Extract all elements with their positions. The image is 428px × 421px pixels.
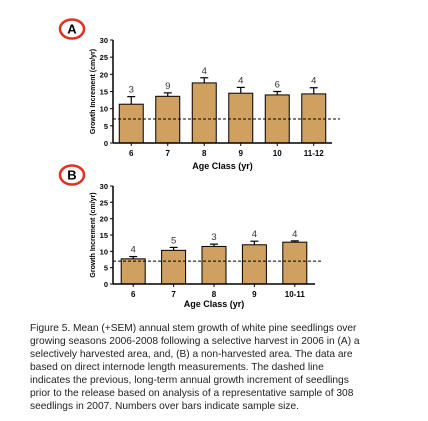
sample-size-label: 3 — [129, 85, 134, 96]
caption-line: Figure 5. Mean (+SEM) annual stem growth… — [30, 323, 357, 334]
panel-label: A — [67, 22, 77, 37]
y-tick-label: 15 — [100, 231, 108, 240]
sample-size-label: 4 — [238, 75, 243, 86]
y-tick-label: 30 — [100, 36, 108, 45]
x-axis-label: Age Class (yr) — [184, 299, 245, 309]
x-tick-label: 6 — [131, 290, 136, 299]
x-tick-label: 7 — [166, 149, 171, 158]
sample-size-label: 3 — [211, 232, 216, 243]
y-axis-label: Growth Increment (cm/yr) — [90, 192, 97, 277]
caption-line: based on direct internode length measure… — [30, 362, 324, 373]
bar — [161, 249, 187, 285]
panel-label-circle — [58, 164, 86, 186]
x-tick-label: 10 — [273, 149, 282, 158]
y-tick-label: 30 — [100, 182, 108, 191]
y-tick-label: 25 — [100, 198, 108, 207]
caption-line: prior to the release based on analysis o… — [30, 388, 354, 399]
x-tick-label: 11-12 — [304, 149, 325, 158]
y-tick-label: 20 — [100, 70, 108, 79]
bar — [241, 244, 267, 285]
y-tick-label: 0 — [104, 139, 108, 148]
x-tick-label: 7 — [171, 290, 176, 299]
panel-label-circle — [58, 18, 86, 40]
y-tick-label: 25 — [100, 53, 108, 62]
figure-caption: Figure 5. Mean (+SEM) annual stem growth… — [30, 322, 422, 413]
sample-size-label: 4 — [311, 76, 316, 87]
bar — [228, 92, 254, 144]
panel-label: B — [67, 168, 76, 183]
x-tick-label: 10-11 — [285, 290, 306, 299]
x-tick-label: 9 — [239, 149, 244, 158]
sample-size-label: 4 — [292, 229, 297, 240]
x-axis-label: Age Class (yr) — [192, 161, 253, 171]
caption-line: indicates the previous, long-term annual… — [30, 375, 349, 386]
y-tick-label: 0 — [104, 280, 108, 289]
y-tick-label: 5 — [104, 122, 108, 131]
y-tick-label: 10 — [100, 247, 108, 256]
sample-size-label: 4 — [202, 66, 207, 77]
y-axis-label: Growth Increment (cm/yr) — [90, 49, 97, 134]
sample-size-label: 6 — [275, 80, 280, 91]
bar — [301, 93, 327, 144]
y-tick-label: 15 — [100, 88, 108, 97]
bar — [201, 245, 227, 285]
sample-size-label: 4 — [252, 229, 257, 240]
caption-line: growing seasons 2006-2008 following a se… — [30, 336, 360, 347]
y-tick-label: 5 — [104, 264, 108, 273]
sample-size-label: 9 — [165, 81, 170, 92]
sample-size-label: 5 — [171, 235, 176, 246]
caption-line: selectively harvested area, and, (B) a n… — [30, 349, 353, 360]
sample-size-label: 4 — [131, 245, 136, 256]
bar — [282, 241, 308, 285]
x-tick-label: 8 — [212, 290, 217, 299]
bar — [120, 258, 146, 285]
bar — [155, 95, 181, 144]
x-tick-label: 9 — [252, 290, 257, 299]
bar — [191, 82, 217, 144]
y-tick-label: 10 — [100, 105, 108, 114]
caption-line: seedlings in 2007. Numbers over bars ind… — [30, 401, 299, 412]
x-tick-label: 6 — [129, 149, 134, 158]
y-tick-label: 20 — [100, 215, 108, 224]
x-tick-label: 8 — [202, 149, 207, 158]
bar — [118, 103, 144, 144]
